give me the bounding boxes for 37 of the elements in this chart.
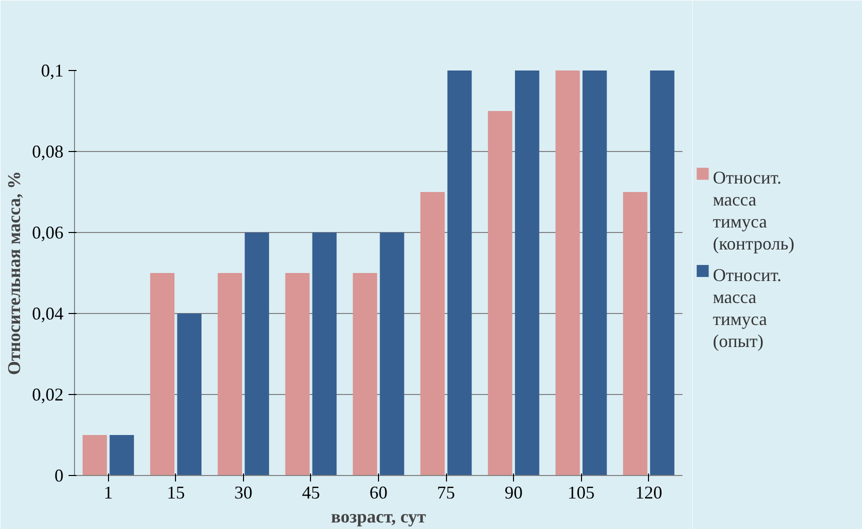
x-tick-label: 30 — [234, 482, 252, 502]
y-tick-label: 0,1 — [41, 60, 64, 80]
bar — [82, 435, 107, 476]
x-tick-label: 120 — [635, 482, 662, 502]
bar — [218, 273, 242, 476]
x-axis-title: возраст, сут — [331, 506, 426, 526]
bar — [285, 273, 310, 476]
y-tick-label: 0,04 — [32, 304, 64, 324]
y-tick-label: 0 — [54, 466, 64, 486]
x-tick-label: 45 — [302, 482, 320, 502]
bar — [447, 70, 472, 476]
x-tick-label: 1 — [104, 482, 113, 502]
x-tick-label: 90 — [504, 482, 523, 502]
bar — [244, 232, 270, 476]
x-tick-label: 75 — [437, 482, 456, 502]
legend-label: Относит. масса тимуса (опыт) — [712, 264, 782, 351]
bar — [352, 273, 378, 476]
y-tick-label: 0,02 — [32, 384, 64, 404]
bar — [514, 70, 540, 476]
bar — [312, 232, 337, 476]
bar — [110, 435, 134, 476]
y-tick-label: 0,06 — [32, 222, 64, 242]
x-tick-label: 60 — [370, 482, 388, 502]
bar — [582, 70, 607, 476]
y-axis-title: Относительная масса, % — [4, 171, 24, 375]
bar — [623, 192, 648, 476]
bar — [488, 111, 512, 476]
bar — [650, 70, 674, 476]
x-tick-label: 105 — [568, 482, 595, 502]
bar — [555, 70, 580, 476]
bar — [150, 273, 174, 476]
bar — [177, 314, 202, 476]
bar — [380, 232, 404, 476]
legend-label: Относит. масса тимуса (контроль) — [712, 168, 794, 254]
bar — [420, 192, 445, 476]
x-tick-label: 15 — [166, 482, 185, 502]
y-tick-label: 0,08 — [32, 142, 64, 162]
